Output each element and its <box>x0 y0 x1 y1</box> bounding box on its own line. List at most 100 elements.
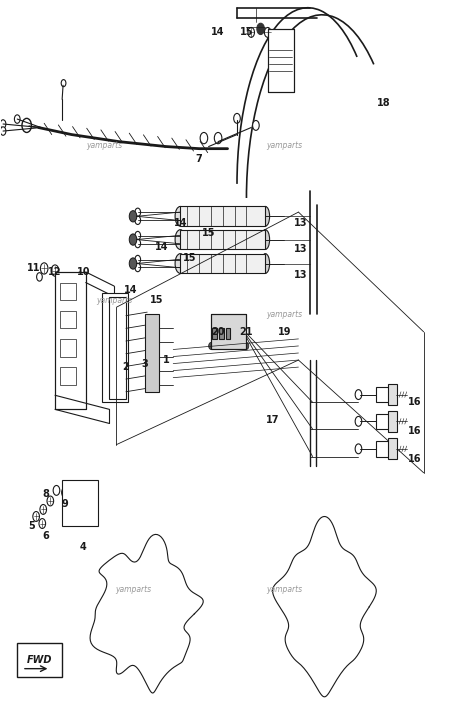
Text: 5: 5 <box>28 520 35 531</box>
Bar <box>60 282 76 300</box>
Circle shape <box>69 510 77 521</box>
Text: 3: 3 <box>141 359 148 369</box>
Ellipse shape <box>175 253 185 273</box>
Circle shape <box>14 115 20 124</box>
Text: 14: 14 <box>155 242 168 252</box>
Bar <box>60 367 76 385</box>
Text: yamparts: yamparts <box>266 310 302 318</box>
Text: 15: 15 <box>150 295 164 305</box>
Text: 16: 16 <box>408 397 421 407</box>
Bar <box>268 29 294 92</box>
Bar <box>109 297 126 399</box>
Text: 8: 8 <box>42 489 49 499</box>
Circle shape <box>39 519 46 529</box>
Circle shape <box>209 342 213 349</box>
Circle shape <box>264 28 271 37</box>
Circle shape <box>47 496 54 506</box>
Circle shape <box>135 208 141 217</box>
Text: 16: 16 <box>408 454 421 464</box>
Circle shape <box>214 133 222 144</box>
Bar <box>180 253 265 273</box>
Circle shape <box>86 501 91 508</box>
Circle shape <box>355 390 362 400</box>
Bar <box>211 314 246 349</box>
Text: 15: 15 <box>202 228 215 238</box>
Circle shape <box>51 265 59 276</box>
Text: yamparts: yamparts <box>87 140 123 150</box>
Circle shape <box>135 263 141 272</box>
Text: 19: 19 <box>277 327 291 337</box>
Text: 14: 14 <box>173 217 187 227</box>
Circle shape <box>121 356 127 364</box>
Circle shape <box>36 273 42 281</box>
Text: 13: 13 <box>294 270 308 280</box>
Text: 9: 9 <box>61 499 68 510</box>
Text: 6: 6 <box>42 531 49 542</box>
Text: yamparts: yamparts <box>266 585 302 594</box>
Circle shape <box>248 28 255 37</box>
Text: 15: 15 <box>183 253 197 263</box>
Circle shape <box>103 356 109 364</box>
Circle shape <box>0 127 6 136</box>
Bar <box>62 480 98 526</box>
Circle shape <box>135 232 141 240</box>
Bar <box>376 414 396 429</box>
Polygon shape <box>90 534 203 693</box>
Bar <box>226 328 230 339</box>
Text: FWD: FWD <box>27 655 52 665</box>
Circle shape <box>135 256 141 264</box>
Circle shape <box>253 121 259 131</box>
Bar <box>180 229 265 249</box>
Text: 14: 14 <box>124 285 137 294</box>
Circle shape <box>40 263 48 274</box>
Text: 14: 14 <box>211 28 225 37</box>
Text: 17: 17 <box>266 415 279 425</box>
Bar <box>60 311 76 328</box>
Bar <box>145 314 159 392</box>
Circle shape <box>0 120 6 128</box>
Circle shape <box>61 80 66 87</box>
Ellipse shape <box>261 253 270 273</box>
Text: 7: 7 <box>196 154 202 164</box>
Text: 10: 10 <box>77 267 90 277</box>
Circle shape <box>129 234 137 245</box>
Bar <box>211 314 246 349</box>
Text: 1: 1 <box>163 355 170 365</box>
Bar <box>212 328 217 339</box>
Text: 4: 4 <box>80 542 87 552</box>
Text: 18: 18 <box>377 98 390 108</box>
Text: 2: 2 <box>123 362 129 372</box>
Ellipse shape <box>175 206 185 226</box>
Ellipse shape <box>261 229 270 249</box>
Circle shape <box>33 512 39 522</box>
Circle shape <box>234 114 240 124</box>
Text: 13: 13 <box>294 217 308 227</box>
Circle shape <box>62 488 68 498</box>
Bar <box>388 411 397 432</box>
Bar <box>388 384 397 405</box>
Text: 16: 16 <box>408 426 421 436</box>
Bar <box>55 272 86 409</box>
Text: 12: 12 <box>48 267 62 277</box>
Bar <box>219 328 224 339</box>
Text: 11: 11 <box>27 263 41 273</box>
Text: 13: 13 <box>294 244 308 253</box>
Circle shape <box>53 486 60 496</box>
Circle shape <box>355 417 362 426</box>
Circle shape <box>355 444 362 454</box>
Circle shape <box>129 210 137 222</box>
Text: yamparts: yamparts <box>266 140 302 150</box>
Circle shape <box>71 498 75 505</box>
Circle shape <box>40 505 46 515</box>
Circle shape <box>135 216 141 225</box>
Bar <box>180 206 265 226</box>
Bar <box>388 438 397 460</box>
Text: yamparts: yamparts <box>115 585 151 594</box>
Bar <box>17 643 62 677</box>
Text: 20: 20 <box>211 327 225 337</box>
Circle shape <box>81 510 89 521</box>
Circle shape <box>22 119 31 133</box>
Circle shape <box>200 133 208 144</box>
Circle shape <box>77 272 83 282</box>
Bar <box>376 387 396 402</box>
